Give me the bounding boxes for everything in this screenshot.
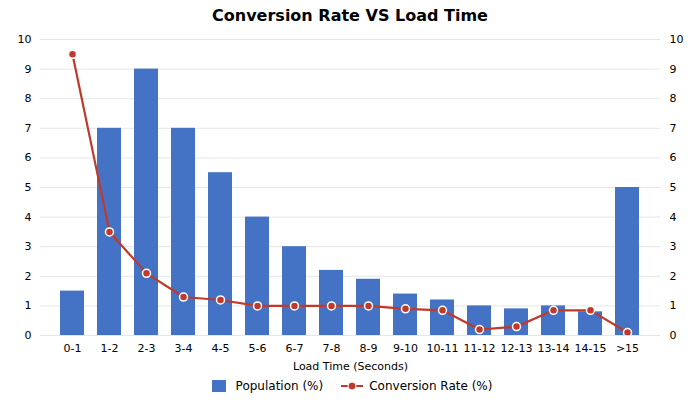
svg-text:8: 8 [25, 92, 32, 105]
svg-text:0: 0 [670, 329, 677, 342]
svg-text:5: 5 [25, 181, 32, 194]
svg-text:10-11: 10-11 [427, 342, 459, 355]
svg-text:6: 6 [25, 151, 32, 164]
svg-text:2-3: 2-3 [138, 342, 156, 355]
svg-text:7: 7 [670, 122, 677, 135]
html-text:Conversion Rate (%): Conversion Rate (%) [369, 379, 493, 393]
svg-text:3-4: 3-4 [175, 342, 193, 355]
svg-text:13-14: 13-14 [538, 342, 570, 355]
svg-text:10: 10 [670, 33, 684, 46]
svg-text:0-1: 0-1 [64, 342, 82, 355]
svg-text:11-12: 11-12 [464, 342, 496, 355]
svg-text:Load Time (Seconds): Load Time (Seconds) [293, 360, 408, 373]
svg-text:5: 5 [670, 181, 677, 194]
html-text:Population (%): Population (%) [235, 379, 324, 393]
svg-text:12-13: 12-13 [501, 342, 533, 355]
svg-text:8: 8 [670, 92, 677, 105]
svg-text:14-15: 14-15 [575, 342, 607, 355]
svg-text:5-6: 5-6 [249, 342, 267, 355]
svg-text:0: 0 [25, 329, 32, 342]
svg-text:9: 9 [25, 63, 32, 76]
svg-text:4: 4 [25, 211, 32, 224]
svg-text:6: 6 [670, 151, 677, 164]
svg-text:8-9: 8-9 [360, 342, 378, 355]
svg-text:2: 2 [670, 270, 677, 283]
svg-text:1: 1 [25, 299, 32, 312]
svg-text:3: 3 [670, 240, 677, 253]
svg-text:6-7: 6-7 [286, 342, 304, 355]
svg-text:10: 10 [18, 33, 32, 46]
svg-text:9-10: 9-10 [393, 342, 418, 355]
svg-text:7-8: 7-8 [323, 342, 341, 355]
svg-text:1-2: 1-2 [101, 342, 119, 355]
html-text:Conversion Rate VS Load Time: Conversion Rate VS Load Time [212, 6, 488, 25]
svg-text:4-5: 4-5 [212, 342, 230, 355]
svg-text:>15: >15 [616, 342, 639, 355]
svg-text:7: 7 [25, 122, 32, 135]
svg-text:2: 2 [25, 270, 32, 283]
svg-text:4: 4 [670, 211, 677, 224]
svg-text:3: 3 [25, 240, 32, 253]
svg-text:1: 1 [670, 299, 677, 312]
svg-text:9: 9 [670, 63, 677, 76]
